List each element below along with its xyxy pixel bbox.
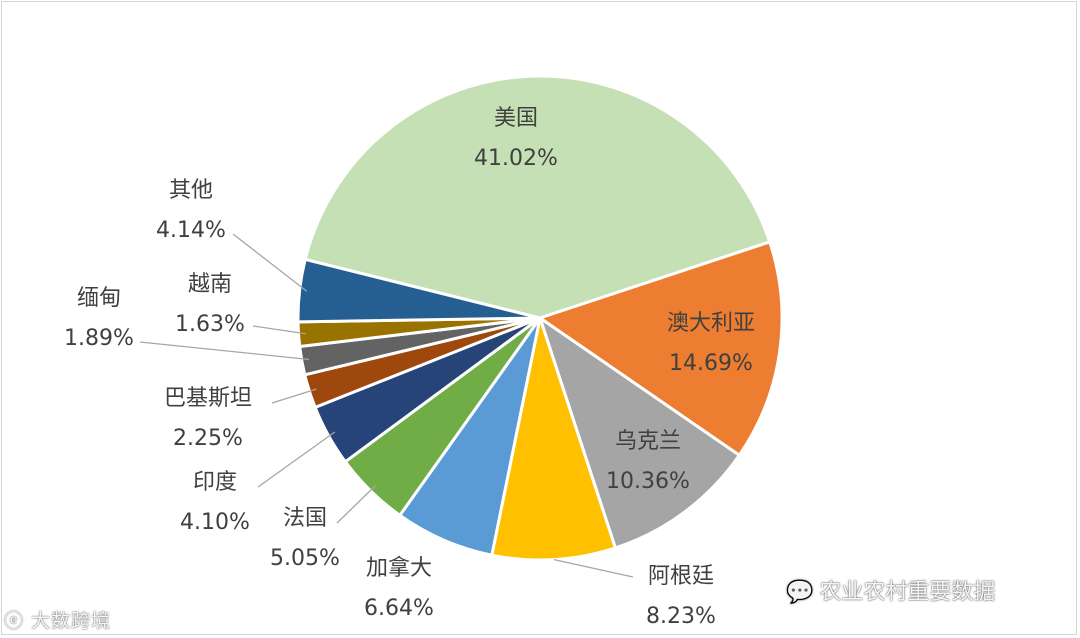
slice-name-label: 加拿大 [366, 555, 432, 581]
slice-value-label: 6.64% [364, 596, 434, 621]
leader-line [336, 485, 376, 524]
slice-name-label: 法国 [283, 506, 327, 531]
wechat-icon: 💬 [786, 580, 814, 605]
slice-value-label: 41.02% [474, 146, 558, 171]
slice-name-label: 巴基斯坦 [164, 386, 252, 411]
slice-name-label: 越南 [188, 272, 232, 297]
watermark-right-text: 农业农村重要数据 [819, 580, 996, 605]
leader-line [139, 341, 310, 361]
slice-value-label: 2.25% [173, 426, 243, 451]
slice-value-label: 5.05% [270, 546, 340, 571]
slice-name-label: 印度 [193, 470, 237, 495]
leader-line [553, 558, 634, 578]
watermark-logo-icon: ⓔ [4, 610, 32, 632]
leader-line [232, 233, 308, 292]
watermark-right: 💬 农业农村重要数据 [786, 574, 995, 606]
pie-slice [296, 257, 542, 324]
slice-name-label: 阿根廷 [648, 564, 714, 589]
slice-name-label: 缅甸 [77, 286, 121, 311]
pie-slice [538, 316, 741, 550]
leader-line [257, 431, 336, 488]
slice-name-label: 其他 [169, 178, 213, 203]
slice-value-label: 8.23% [646, 604, 716, 629]
slice-value-label: 1.63% [175, 312, 245, 337]
slice-value-label: 14.69% [669, 351, 753, 376]
slice-value-label: 4.14% [156, 218, 226, 243]
slice-name-label: 乌克兰 [615, 429, 681, 454]
leader-line [252, 325, 306, 335]
watermark-left-text: 大数跨境 [31, 610, 112, 632]
slice-name-label: 澳大利亚 [667, 311, 755, 336]
slice-value-label: 4.10% [180, 510, 250, 535]
leader-line [271, 388, 317, 404]
slice-value-label: 1.89% [64, 326, 134, 351]
watermark-left: ⓔ 大数跨境 [4, 606, 111, 633]
pie-slice [303, 74, 772, 320]
pie-slice [538, 240, 784, 457]
pie-slice [490, 316, 617, 562]
slice-value-label: 10.36% [606, 469, 690, 494]
slice-name-label: 美国 [494, 106, 538, 131]
